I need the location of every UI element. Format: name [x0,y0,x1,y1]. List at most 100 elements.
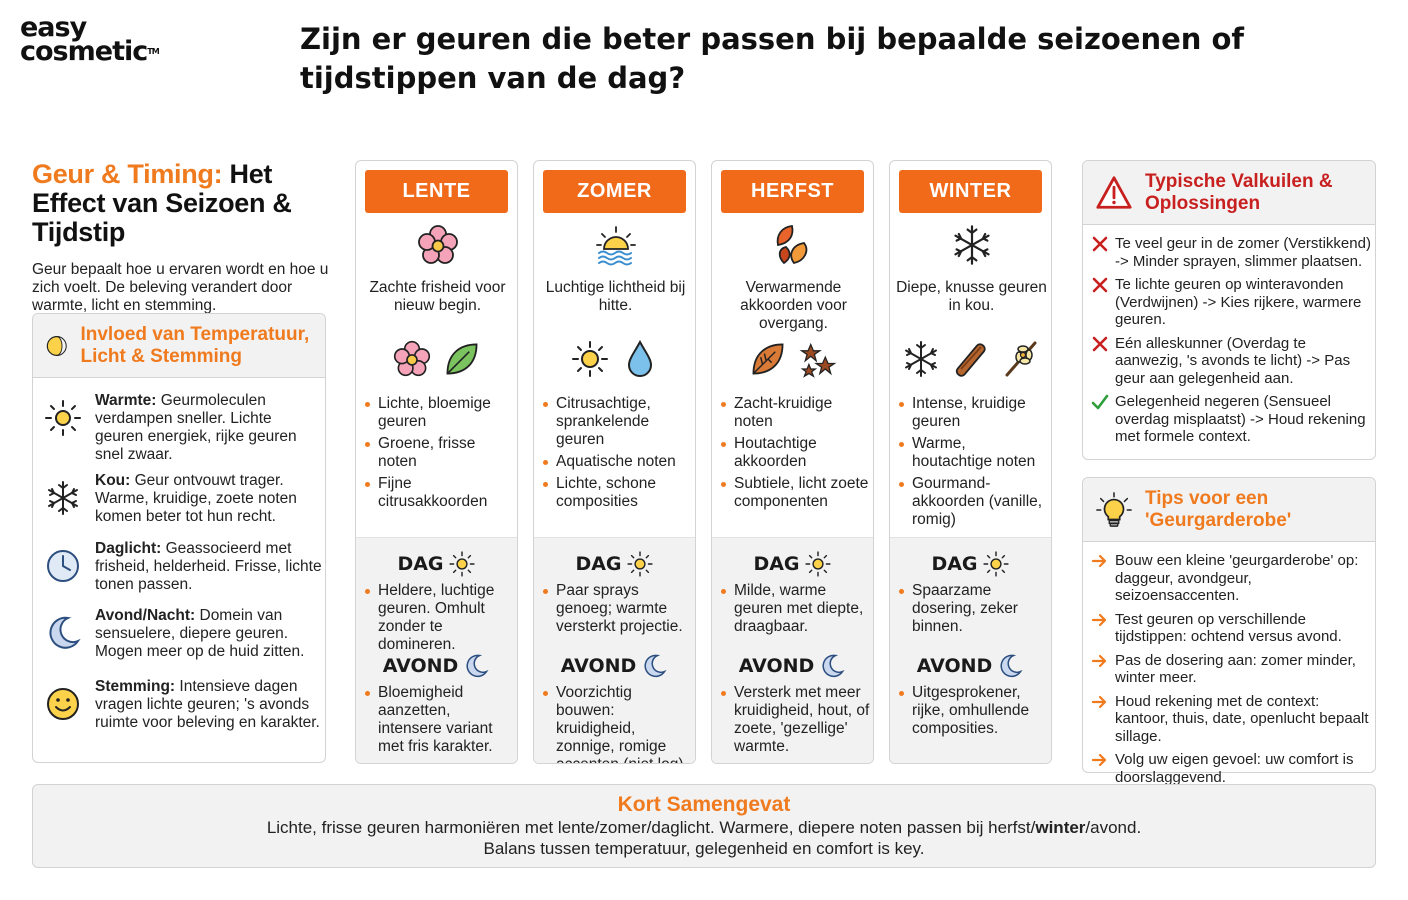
tip-text: Pas de dosering aan: zomer minder, winte… [1115,651,1356,687]
cross-icon [1092,336,1108,351]
influence-text: Warmte: Geurmoleculen verdampen sneller.… [95,392,323,464]
evening-list: Uitgesprokener, rijke, omhullende compos… [898,684,1048,741]
season-desc: Luchtige lichtheid bij hitte. [545,279,686,314]
season-card-winter: WINTER Diepe, knusse geuren in kou. Inte… [889,160,1052,764]
season-note-icons [534,339,695,381]
pitfall-item: Te veel geur in de zomer (Verstikkend) -… [1091,235,1371,270]
list-item: Citrusachtige, sprankelende geuren [542,395,692,449]
day-label: DAG [931,553,978,575]
influence-term: Stemming: [95,678,176,695]
season-label: ZOMER [543,170,686,213]
tip-item: Bouw een kleine 'geurgarderobe' op: dagg… [1091,552,1371,605]
logo-line-1: easy [20,12,87,43]
list-item: Fijne citrusakkoorden [364,475,514,511]
influence-item-avond-nacht: Avond/Nacht: Domein van sensuelere, diep… [43,607,323,661]
season-note-icons [712,339,873,381]
evening-heading: AVOND [534,652,695,680]
day-label: DAG [397,553,444,575]
moon-icon [466,654,489,678]
list-item: Uitgesprokener, rijke, omhullende compos… [898,684,1048,738]
season-lower: DAG Spaarzame dosering, zeker binnen. AV… [890,537,1051,763]
season-desc: Diepe, knusse geuren in kou. [896,279,1047,314]
evening-label: AVOND [560,655,637,677]
list-item: Groene, frisse noten [364,435,514,471]
sun-icon [626,551,653,577]
cinnamon-stick-icon [955,343,986,377]
tip-item: Test geuren op verschillende tijdstippen… [1091,611,1371,646]
pitfall-text: Gelegenheid negeren (Sensueel overdag mi… [1115,393,1366,445]
brand-logo: easy cosmeticTM [20,12,160,65]
cross-icon [1092,236,1108,252]
season-upper: LENTE Zachte frisheid voor nieuw begin. … [356,161,517,537]
influence-title: Invloed van Temperatuur, Licht & Stemmin… [80,323,310,367]
moon-icon [644,654,667,678]
influence-desc: Domein van sensuelere, diepere geuren. M… [95,607,305,660]
season-card-herfst: HERFST Verwarmende akkoorden voor overga… [711,160,874,764]
arrow-right-icon [1091,613,1107,626]
flower-icon [418,225,458,264]
pitfall-text: Te lichte geuren op winteravonden (Verdw… [1115,276,1362,328]
arrow-right-icon [1091,654,1107,667]
season-desc: Verwarmende akkoorden voor overgang. [740,279,847,332]
list-item: Milde, warme geuren met diepte, draagbaa… [720,582,870,636]
list-item: Intense, kruidige geuren [898,395,1048,431]
influence-item-warmte: Warmte: Geurmoleculen verdampen sneller.… [43,392,323,464]
evening-list: Voorzichtig bouwen: kruidigheid, zonnige… [542,684,692,763]
summary-title: Kort Samengevat [617,793,791,816]
sun-icon [448,551,475,577]
season-notes-list: Citrusachtige, sprankelende geuren Aquat… [542,395,692,515]
summary-text: /avond. [1085,818,1142,837]
day-heading: DAG [890,550,1051,578]
dry-leaf-icon [752,343,783,375]
influence-text: Daglicht: Geassocieerd met frisheid, hel… [95,540,323,594]
influence-desc: Geur ontvouwt trager. Warme, kruidige, z… [95,472,297,525]
snowflake-icon [48,481,78,515]
evening-label: AVOND [738,655,815,677]
day-heading: DAG [534,550,695,578]
season-card-zomer: ZOMER Luchtige lichtheid bij hitte. Citr… [533,160,696,764]
list-item: Voorzichtig bouwen: kruidigheid, zonnige… [542,684,692,763]
list-item: Zacht-kruidige noten [720,395,870,431]
tip-item: Pas de dosering aan: zomer minder, winte… [1091,652,1371,687]
sun-icon [982,551,1009,577]
intro-heading-accent: Geur & Timing: [32,159,223,189]
influence-card: Invloed van Temperatuur, Licht & Stemmin… [32,313,326,763]
pitfall-item: Eén alleskunner (Overdag te aanwezig, 's… [1091,335,1371,388]
list-item: Bloemigheid aanzetten, intensere variant… [364,684,514,756]
influence-item-kou: Kou: Geur ontvouwt trager. Warme, kruidi… [43,472,323,526]
moon-icon [1000,654,1023,678]
leaf-icon [446,343,477,375]
pitfalls-card: Typische Valkuilen & Oplossingen Te veel… [1082,160,1376,460]
influence-header: Invloed van Temperatuur, Licht & Stemmin… [33,314,325,378]
logo-line-2: cosmeticTM [20,38,160,65]
pitfalls-list: Te veel geur in de zomer (Verstikkend) -… [1083,225,1375,446]
influence-text: Avond/Nacht: Domein van sensuelere, diep… [95,607,323,661]
clock-icon [47,550,79,582]
pitfall-text: Te veel geur in de zomer (Verstikkend) -… [1115,235,1371,270]
list-item: Gourmand-akkoorden (vanille, romig) [898,475,1048,529]
season-lower: DAG Paar sprays genoeg; warmte versterkt… [534,537,695,763]
list-item: Spaarzame dosering, zeker binnen. [898,582,1048,636]
tips-card: Tips voor een 'Geurgarderobe' Bouw een k… [1082,477,1376,786]
list-item: Paar sprays genoeg; warmte versterkt pro… [542,582,692,636]
evening-heading: AVOND [712,652,873,680]
season-upper: WINTER Diepe, knusse geuren in kou. Inte… [890,161,1051,537]
influence-term: Kou: [95,472,131,489]
day-label: DAG [753,553,800,575]
logo-word: cosmetic [20,36,148,67]
summary-line-1: Lichte, frisse geuren harmoniëren met le… [33,817,1375,838]
season-lower: DAG Heldere, luchtige geuren. Omhult zon… [356,537,517,763]
flower-icon [393,340,430,377]
season-card-lente: LENTE Zachte frisheid voor nieuw begin. … [355,160,518,764]
intro-text: Geur bepaalt hoe u ervaren wordt en hoe … [32,261,329,314]
check-icon [1091,394,1109,410]
pitfall-text: Eén alleskunner (Overdag te aanwezig, 's… [1115,334,1351,387]
sun-icon [571,341,608,377]
influence-term: Daglicht: [95,540,162,557]
tip-item: Volg uw eigen gevoel: uw comfort is door… [1091,751,1371,786]
influence-item-daglicht: Daglicht: Geassocieerd met frisheid, hel… [43,540,323,594]
influence-item-stemming: Stemming: Intensieve dagen vragen lichte… [43,678,323,732]
season-label: LENTE [365,170,508,213]
influence-desc: Geurmoleculen verdampen sneller. Lichte … [95,392,297,463]
day-list: Milde, warme geuren met diepte, draagbaa… [720,582,870,639]
